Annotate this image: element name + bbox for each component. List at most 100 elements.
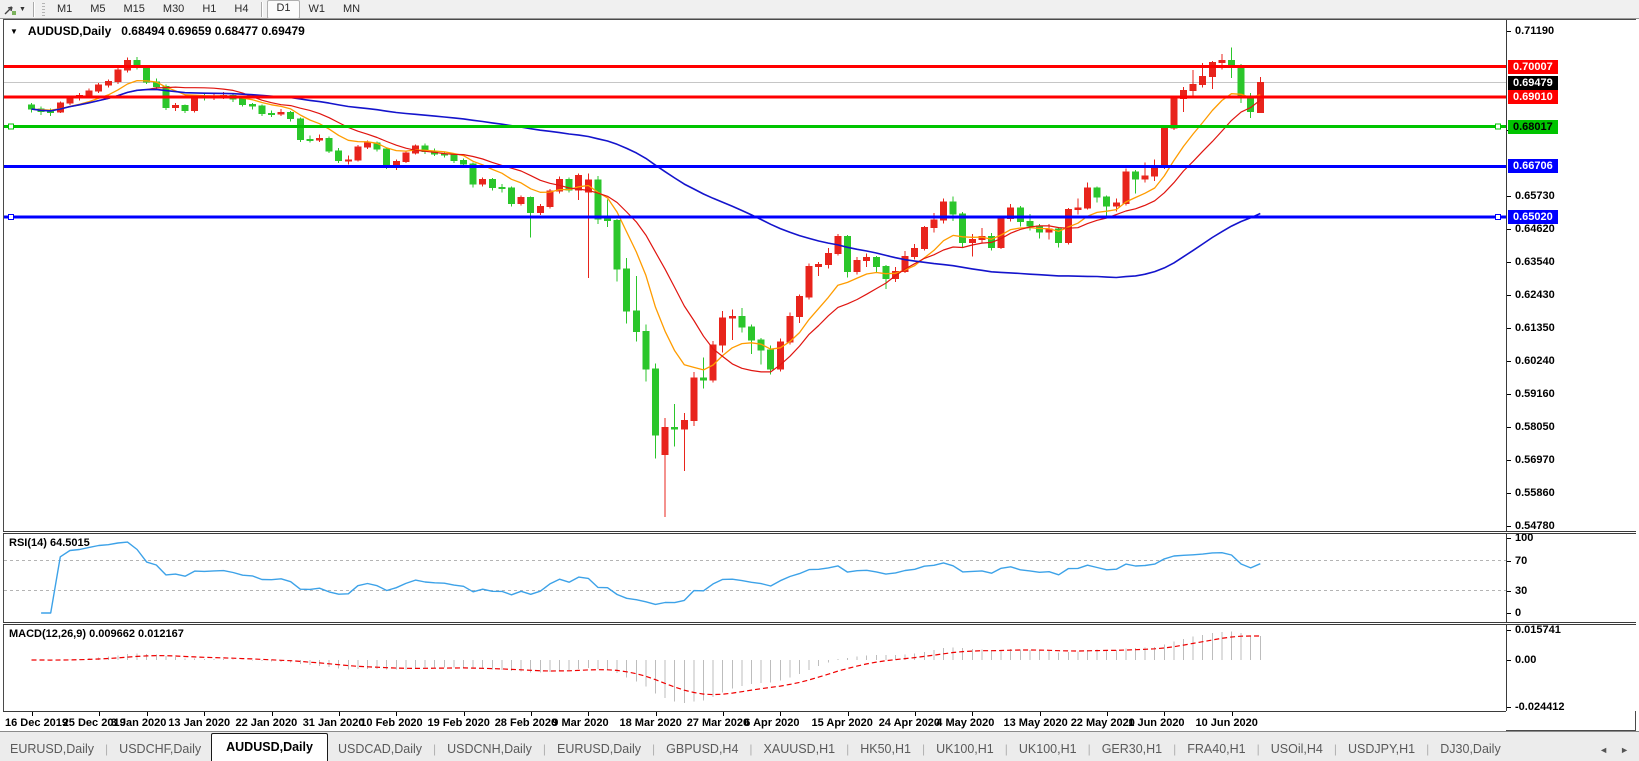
date-tick-mark [530,712,532,716]
date-tick-mark [1231,712,1233,716]
line-drag-handle[interactable] [1495,123,1501,130]
price-tick-label: 0.54780 [1515,520,1555,532]
chart-tab-fra40-h1[interactable]: FRA40,H1 [1187,742,1246,756]
price-tick-mark [1507,493,1511,495]
date-tick-mark [588,712,590,716]
price-tick-label: 0.63540 [1515,255,1555,268]
timeframe-button-d1[interactable]: D1 [267,0,300,19]
symbol-collapse-icon[interactable]: ▼ [10,26,18,36]
date-tick-mark [463,712,465,716]
chart-tool-icon[interactable]: ▼ [0,1,29,18]
date-axis[interactable]: 16 Dec 2019 25 Dec 2019 3 Jan 2020 13 Jan 2… [3,711,1506,731]
macd-tick-mark [1507,630,1511,631]
date-tick-label: 9 Mar 2020 [552,717,609,729]
timeframe-button-m1[interactable]: M1 [56,2,73,15]
date-tick-mark [1039,712,1041,716]
date-tick-mark [972,712,974,716]
date-tick-mark [847,712,849,716]
chart-tab-usdcad-daily[interactable]: USDCAD,Daily [337,742,422,756]
chart-tab-xauusd-h1[interactable]: XAUUSD,H1 [763,742,836,756]
tab-separator: | [921,742,926,756]
bear-candle-bodies [28,59,1255,436]
chart-tab-dj30-daily[interactable]: DJ30,Daily [1440,742,1501,756]
chart-tab-usoil-h4[interactable]: USOil,H4 [1270,742,1323,756]
chart-tab-eurusd-daily[interactable]: EURUSD,Daily [10,742,95,756]
date-tick-label: 18 Mar 2020 [619,717,682,729]
chart-tab-usdcnh-daily[interactable]: USDCNH,Daily [447,742,532,756]
macd-indicator-label: MACD(12,26,9) 0.009662 0.012167 [9,628,184,640]
rsi-tick-mark [1507,613,1511,614]
price-tick-label: 0.56970 [1515,453,1555,466]
timeframe-button-w1[interactable]: W1 [308,2,326,15]
timeframe-button-m15[interactable]: M15 [123,2,145,15]
line-drag-handle[interactable] [1495,214,1501,221]
macd-tick-mark [1507,706,1511,708]
date-tick-label: 10 Feb 2020 [360,717,423,729]
date-tick-mark [655,712,657,716]
tab-separator: | [846,742,850,756]
chart-symbol-label: AUDUSD,Daily [27,24,112,38]
date-tick-mark [396,712,398,716]
price-axis[interactable]: 0.711900.679200.657300.646200.635400.624… [1506,20,1638,713]
tab-separator: | [1173,742,1177,756]
tool-dropdown-caret[interactable]: ▼ [19,5,26,13]
macd-tick-label: -0.024412 [1515,700,1565,713]
panel-splitter[interactable] [3,622,1636,625]
panel-splitter[interactable] [3,531,1636,534]
tab-scroll-arrows: ◄ ► [1599,745,1639,761]
date-tick-label: 15 Apr 2020 [811,717,873,729]
timeframe-button-m30[interactable]: M30 [162,2,185,15]
line-drag-handle[interactable] [8,214,14,221]
price-tag-0.65020: 0.65020 [1508,210,1558,225]
chart-tab-uk100-h1[interactable]: UK100,H1 [936,742,994,756]
timeframe-button-mn[interactable]: MN [343,2,361,15]
chart-tab-uk100-h1[interactable]: UK100,H1 [1018,742,1077,756]
moving-average-line-2 [31,88,1261,279]
date-tick-label: 6 Apr 2020 [744,717,800,729]
tab-scroll-right-icon[interactable]: ► [1620,745,1629,755]
rsi-panel[interactable] [4,534,1506,622]
price-tick-label: 0.55860 [1515,487,1555,500]
tab-scroll-left-icon[interactable]: ◄ [1599,745,1609,755]
date-tick-label: 28 Feb 2020 [494,717,558,729]
price-tick-mark [1507,31,1511,32]
date-tick-mark [1106,712,1108,716]
macd-histogram [40,631,1261,703]
price-tick-mark [1507,295,1511,297]
chart-tab-gbpusd-h4[interactable]: GBPUSD,H4 [666,742,739,756]
price-tag-0.70007: 0.70007 [1508,59,1558,74]
date-tick-label: 22 Jan 2020 [235,717,298,729]
tab-separator: | [749,742,753,756]
macd-tick-mark [1507,660,1511,661]
tab-separator: | [1256,742,1260,756]
toolbar-separator [261,1,264,17]
chart-tab-bar: EURUSD,Daily | USDCHF,Daily AUDUSD,Daily USD… [0,731,1639,761]
chart-tab-ger30-h1[interactable]: GER30,H1 [1101,742,1163,756]
main-chart-panel[interactable] [4,20,1506,531]
timeframe-toolbar: ▼ M1 M5 M15 M30 H1 H4 D1 W1 MN [0,0,1639,19]
date-tick-label: 13 Jan 2020 [168,717,231,729]
date-tick-label: 3 Jan 2020 [110,717,167,729]
chart-tab-eurusd-daily[interactable]: EURUSD,Daily [556,742,642,756]
macd-panel[interactable] [4,625,1506,711]
chart-title: ▼ AUDUSD,Daily 0.68494 0.69659 0.68477 0… [10,24,305,38]
timeframe-button-m5[interactable]: M5 [90,2,106,15]
line-drag-handle[interactable] [8,123,14,130]
price-tick-label: 0.64620 [1515,223,1555,236]
chart-tab-audusd-daily[interactable]: AUDUSD,Daily [211,733,328,761]
chart-tab-usdchf-daily[interactable]: USDCHF,Daily [119,742,202,756]
timeframe-button-h1[interactable]: H1 [202,2,217,15]
macd-signal-line [31,635,1261,696]
tab-separator: | [1426,742,1430,756]
date-tick-label: 27 Mar 2020 [686,717,750,729]
price-tick-mark [1507,393,1511,395]
rsi-tick-label: 70 [1515,554,1528,567]
chart-tab-hk50-h1[interactable]: HK50,H1 [860,742,911,756]
current-price-tag: 0.69479 [1508,75,1558,90]
toolbar-grip[interactable] [41,2,45,16]
chart-ohlc-values: 0.68494 0.69659 0.68477 0.69479 [121,24,305,38]
price-tick-mark [1507,361,1511,363]
chart-tab-usdjpy-h1[interactable]: USDJPY,H1 [1347,742,1416,756]
timeframe-button-h4[interactable]: H4 [234,2,249,15]
date-tick-mark [204,712,206,716]
